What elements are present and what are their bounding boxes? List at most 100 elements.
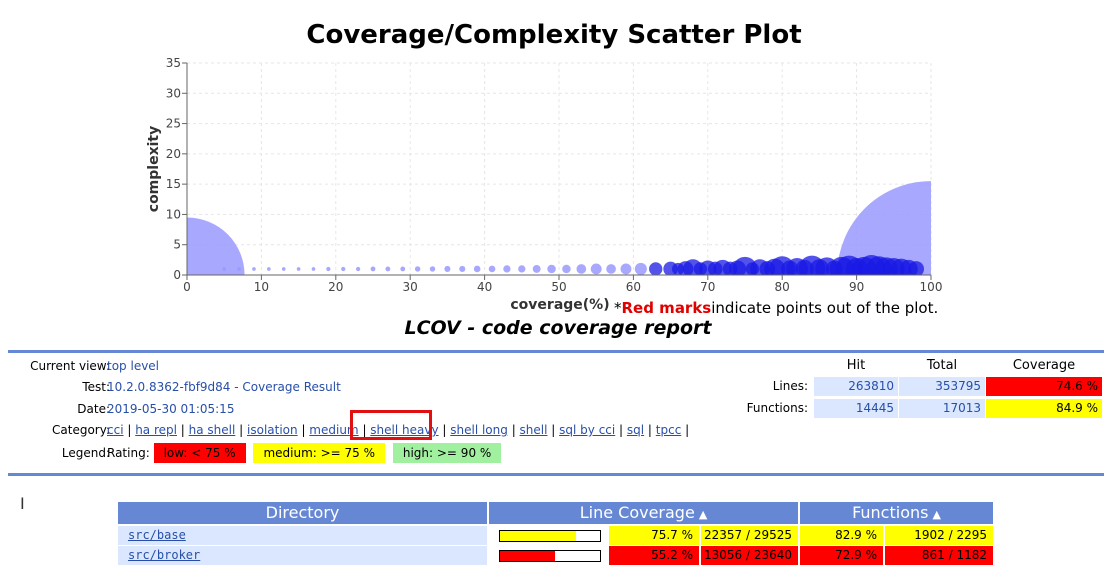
scatter-point bbox=[385, 266, 391, 272]
category-link-shell-heavy[interactable]: shell heavy bbox=[370, 423, 439, 437]
scatter-point bbox=[620, 263, 632, 275]
scatter-point bbox=[562, 264, 571, 274]
chart-title: Coverage/Complexity Scatter Plot bbox=[306, 20, 802, 50]
x-tick-label: 70 bbox=[700, 280, 715, 294]
line-count-cell: 22357 / 29525 bbox=[701, 526, 798, 545]
rating-low: low: < 75 % bbox=[153, 443, 246, 463]
scatter-point bbox=[837, 181, 931, 275]
lines-coverage: 74.6 % bbox=[986, 377, 1102, 396]
scatter-point bbox=[370, 266, 376, 272]
category-link-ha-shell[interactable]: ha shell bbox=[188, 423, 236, 437]
category-links: cci | ha repl | ha shell | isolation | m… bbox=[107, 420, 689, 440]
category-link-medium[interactable]: medium bbox=[309, 423, 359, 437]
directory-header-label: Directory bbox=[265, 503, 340, 522]
scatter-point bbox=[187, 217, 245, 275]
scatter-point bbox=[267, 267, 271, 271]
functions-total: 17013 bbox=[899, 399, 985, 418]
dir-name-text[interactable]: src/broker bbox=[128, 548, 201, 562]
y-tick-label: 0 bbox=[173, 268, 181, 282]
scatter-point bbox=[296, 267, 301, 271]
total-header: Total bbox=[926, 358, 958, 373]
y-tick-label: 35 bbox=[166, 56, 181, 70]
line-pct-cell: 75.7 % bbox=[609, 526, 699, 545]
scatter-point bbox=[532, 265, 541, 273]
x-tick-label: 40 bbox=[477, 280, 492, 294]
scatter-point bbox=[488, 265, 496, 273]
x-tick-label: 60 bbox=[626, 280, 641, 294]
category-link-sql-by-cci[interactable]: sql by cci bbox=[559, 423, 616, 437]
chart-note-rest: indicate points out of the plot. bbox=[711, 299, 938, 317]
scatter-point bbox=[356, 266, 361, 272]
scatter-point bbox=[825, 260, 843, 275]
functions-hit: 14445 bbox=[814, 399, 898, 418]
scatter-point bbox=[671, 262, 685, 275]
scatter-point bbox=[809, 259, 830, 275]
dir-name-text[interactable]: src/base bbox=[128, 528, 186, 542]
func-count-cell: 1902 / 2295 bbox=[885, 526, 993, 545]
scatter-point bbox=[326, 266, 331, 272]
coverage-header: Coverage bbox=[1012, 358, 1076, 373]
category-separator: | bbox=[507, 423, 520, 437]
x-tick-label: 90 bbox=[849, 280, 864, 294]
func-pct-cell: 82.9 % bbox=[800, 526, 883, 545]
scatter-point bbox=[745, 262, 760, 275]
scatter-point bbox=[503, 265, 511, 273]
scatter-point bbox=[634, 262, 647, 275]
header-divider-bottom bbox=[8, 473, 1104, 476]
line-count-text: 13056 / 23640 bbox=[703, 548, 792, 562]
test-label: Test: bbox=[82, 380, 110, 394]
x-tick-label: 0 bbox=[183, 280, 191, 294]
category-separator: | bbox=[547, 423, 560, 437]
category-separator: | bbox=[358, 423, 371, 437]
scatter-point bbox=[707, 261, 723, 275]
x-tick-label: 50 bbox=[551, 280, 566, 294]
category-separator: | bbox=[681, 423, 690, 437]
rating-medium: medium: >= 75 % bbox=[253, 443, 386, 463]
lines-hit: 263810 bbox=[814, 377, 898, 396]
category-link-shell[interactable]: shell bbox=[519, 423, 548, 437]
line-count-text: 22357 / 29525 bbox=[703, 528, 792, 542]
y-tick-label: 5 bbox=[173, 238, 181, 252]
category-link-cci[interactable]: cci bbox=[107, 423, 124, 437]
category-link-tpcc[interactable]: tpcc bbox=[655, 423, 682, 437]
category-separator: | bbox=[123, 423, 136, 437]
category-link-sql[interactable]: sql bbox=[626, 423, 645, 437]
highlight-box bbox=[350, 410, 432, 440]
directory-header[interactable]: Directory bbox=[118, 502, 487, 524]
category-link-isolation[interactable]: isolation bbox=[247, 423, 298, 437]
scatter-point bbox=[590, 263, 602, 275]
lines-label: Lines: bbox=[772, 379, 808, 393]
y-tick-label: 15 bbox=[166, 177, 181, 191]
scatter-point bbox=[781, 260, 799, 275]
y-tick-label: 20 bbox=[166, 147, 181, 161]
functions-header-label: Functions bbox=[852, 503, 929, 522]
coverage-bar bbox=[499, 550, 601, 562]
sort-icon[interactable]: ▲︎ bbox=[932, 508, 941, 521]
x-tick-label: 100 bbox=[920, 280, 943, 294]
functions-label: Functions: bbox=[746, 401, 808, 415]
scatter-plot: 0 10 20 30 40 50 60 70 80 90 100 0 5 10 15 20 25 30 35 com… bbox=[146, 56, 943, 317]
rating-high: high: >= 90 % bbox=[392, 443, 502, 463]
coverage-bar-fill bbox=[500, 551, 556, 561]
y-tick-label: 25 bbox=[166, 117, 181, 131]
category-link-shell-long[interactable]: shell long bbox=[450, 423, 508, 437]
line-coverage-header[interactable]: Line Coverage ▲︎ bbox=[489, 502, 798, 524]
line-pct-text: 55.2 % bbox=[651, 548, 693, 562]
func-count-text: 1902 / 2295 bbox=[914, 528, 987, 542]
coverage-bar-fill bbox=[500, 531, 576, 541]
sort-icon[interactable]: ▲︎ bbox=[698, 508, 708, 521]
dir-name-cell[interactable]: src/base bbox=[118, 526, 487, 545]
current-view-link[interactable]: top level bbox=[107, 359, 160, 373]
test-value: 10.2.0.8362-fbf9d84 - Coverage Result bbox=[107, 380, 341, 394]
scatter-point bbox=[518, 265, 526, 273]
category-separator: | bbox=[297, 423, 310, 437]
functions-header[interactable]: Functions ▲︎ bbox=[800, 502, 993, 524]
category-separator: | bbox=[235, 423, 248, 437]
scatter-point bbox=[908, 261, 924, 275]
line-pct-text: 75.7 % bbox=[651, 528, 693, 542]
scatter-point bbox=[222, 267, 227, 271]
scatter-point bbox=[444, 265, 451, 272]
category-link-ha-repl[interactable]: ha repl bbox=[135, 423, 177, 437]
line-bar-cell bbox=[489, 526, 607, 545]
x-tick-label: 20 bbox=[328, 280, 343, 294]
